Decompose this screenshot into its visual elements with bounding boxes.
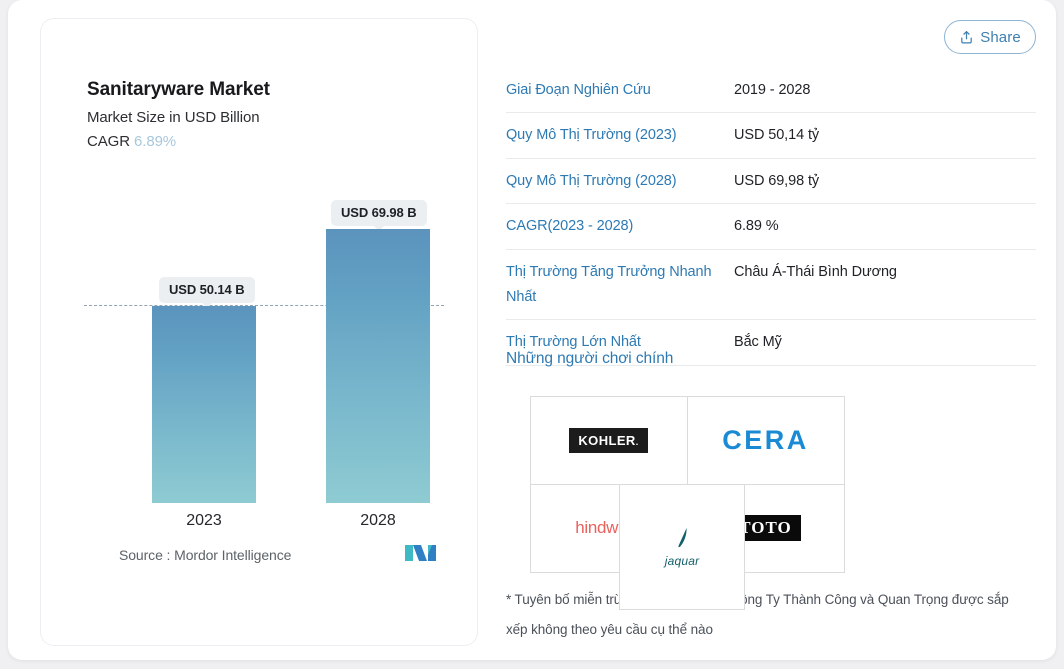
table-row-value: USD 69,98 tỷ <box>734 172 820 189</box>
table-row: Thị Trường Tăng Trưởng Nhanh Nhất Châu Á… <box>506 250 1036 321</box>
chart-header: Sanitaryware Market Market Size in USD B… <box>87 79 447 150</box>
table-row-value: Châu Á-Thái Bình Dương <box>734 263 897 280</box>
table-row-value: 6.89 % <box>734 218 779 235</box>
table-row-value: 2019 - 2028 <box>734 82 811 98</box>
table-row: Quy Mô Thị Trường (2028) USD 69,98 tỷ <box>506 159 1036 205</box>
table-row-key: Thị Trường Lớn Nhất <box>506 334 641 351</box>
bar-label-2028: USD 69.98 B <box>331 200 427 226</box>
table-row-key: Giai Đoạn Nghiên Cứu <box>506 82 651 98</box>
cera-logo: CERA <box>722 424 809 455</box>
chart-cagr-value: 6.89% <box>134 133 177 150</box>
chart-source-text: Source : Mordor Intelligence <box>119 547 292 563</box>
share-button[interactable]: Share <box>944 20 1036 54</box>
chart-cagr-label: CAGR <box>87 133 130 150</box>
table-row: Thị Trường Lớn Nhất Bắc Mỹ <box>506 320 1036 366</box>
table-row-value: USD 50,14 tỷ <box>734 127 820 144</box>
bar-2023[interactable] <box>152 306 256 503</box>
logo-cell-jaquar: jaquar <box>619 484 745 610</box>
bar-chart-plot: USD 50.14 B 2023 USD 69.98 B 2028 <box>41 19 479 647</box>
chart-card: Sanitaryware Market Market Size in USD B… <box>40 18 478 646</box>
kohler-logo: KOHLER. <box>569 427 648 453</box>
key-players-logo-grid: KOHLER. CERA hindware TOTO <box>529 395 845 610</box>
logo-cell-kohler: KOHLER. <box>529 395 688 485</box>
share-button-label: Share <box>980 28 1021 46</box>
reference-dashed-line <box>84 305 444 306</box>
key-players-title: Những người chơi chính <box>506 350 674 367</box>
bar-2028[interactable] <box>326 229 430 503</box>
x-axis-label-2023: 2023 <box>186 512 222 529</box>
table-row-key: Quy Mô Thị Trường (2023) <box>506 127 677 144</box>
market-summary-table: Giai Đoạn Nghiên Cứu 2019 - 2028 Quy Mô … <box>506 68 1036 366</box>
table-row-key: Thị Trường Tăng Trưởng Nhanh Nhất <box>506 263 712 305</box>
x-axis-label-2028: 2028 <box>360 512 396 529</box>
table-row-value: Bắc Mỹ <box>734 334 782 351</box>
chart-source-row: Source : Mordor Intelligence <box>119 545 449 563</box>
share-upload-icon <box>959 30 974 45</box>
jaquar-feather-icon <box>671 526 693 552</box>
table-row: Giai Đoạn Nghiên Cứu 2019 - 2028 <box>506 68 1036 114</box>
table-row: Quy Mô Thị Trường (2023) USD 50,14 tỷ <box>506 113 1036 159</box>
table-row-key: CAGR(2023 - 2028) <box>506 218 634 235</box>
bar-label-2023: USD 50.14 B <box>159 277 255 303</box>
chart-title: Sanitaryware Market <box>87 79 270 100</box>
kohler-logo-text: KOHLER <box>578 432 636 448</box>
mordor-intelligence-logo <box>404 541 438 565</box>
chart-subtitle: Market Size in USD Billion <box>87 109 260 126</box>
logo-cell-cera: CERA <box>686 395 845 485</box>
table-row-key: Quy Mô Thị Trường (2028) <box>506 172 677 189</box>
table-row: CAGR(2023 - 2028) 6.89 % <box>506 204 1036 250</box>
disclaimer-text: * Tuyên bố miễn trừ trách nhiệm: Các Côn… <box>506 592 1009 637</box>
content-card: Share Sanitaryware Market Market Size in… <box>8 0 1056 660</box>
jaquar-logo-text: jaquar <box>664 554 700 568</box>
chart-cagr: CAGR 6.89% <box>87 133 447 150</box>
